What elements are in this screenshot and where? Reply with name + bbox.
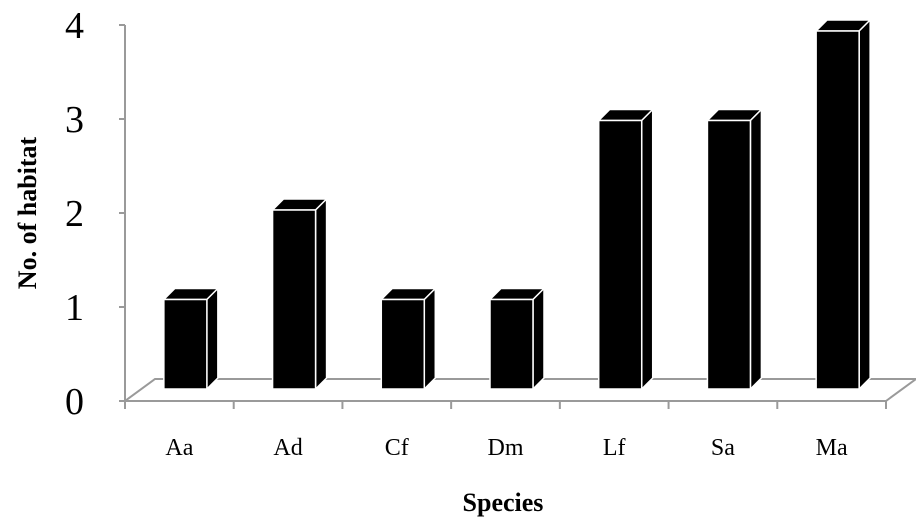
bar-front-face [380,298,426,390]
bars [162,18,872,391]
bar [488,286,546,391]
bar [379,286,438,391]
y-tick-label: 0 [65,381,84,423]
bar [270,197,329,391]
bar-side-face [532,286,545,391]
x-tick-label: Aa [165,435,193,461]
bar [596,107,655,391]
bar-side-face [858,18,871,391]
y-tick-label: 4 [65,5,84,47]
bar-front-face [597,119,643,390]
bar-side-face [749,107,763,391]
x-tick-label: Dm [488,435,524,461]
y-tick-label: 3 [65,99,84,141]
bar-front-face [706,119,752,390]
bar-side-face [640,107,654,391]
y-tick-label: 2 [65,193,84,235]
bar-front-face [163,298,208,390]
x-tick-label: Ad [273,435,302,461]
x-tick-label: Cf [385,435,409,461]
bar [162,286,220,391]
bar-front-face [271,209,317,390]
y-tick-label: 1 [65,287,84,329]
y-axis-title: No. of habitat [13,136,42,289]
bar [814,18,872,391]
x-tick-label: Lf [603,435,626,461]
bar-front-face [815,30,860,390]
bar-side-face [206,286,219,391]
x-tick-label: Ma [816,435,848,461]
bar [705,107,764,391]
x-axis-title: Species [463,488,544,517]
bar-side-face [314,197,328,391]
x-tick-labels: Aa Ad Cf Dm Lf Sa Ma [165,435,848,461]
bar-side-face [423,286,437,391]
x-tick-label: Sa [711,435,735,461]
y-tick-labels: 0 1 2 3 4 [65,5,84,423]
bar-front-face [489,298,534,390]
